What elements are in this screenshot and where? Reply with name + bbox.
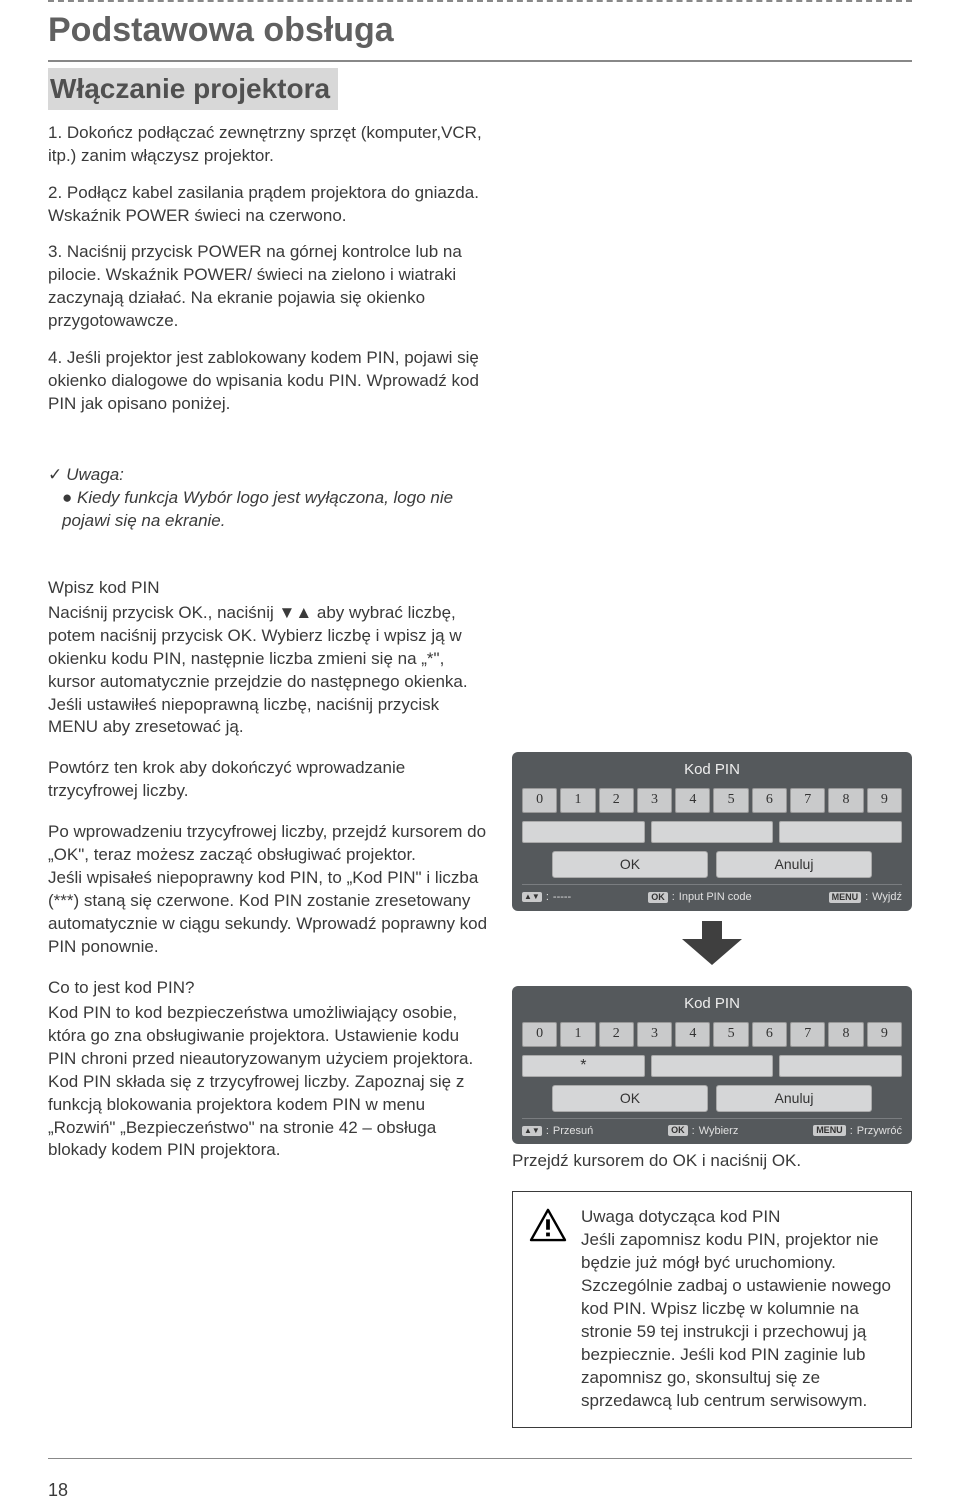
pin-title-2: Kod PIN <box>522 994 902 1014</box>
section-title: Włączanie projektora <box>48 68 338 110</box>
digit-5[interactable]: 5 <box>713 788 748 813</box>
note-block: Uwaga: Kiedy funkcja Wybór logo jest wył… <box>48 464 488 533</box>
hint-left-2: Przesuń <box>553 1124 593 1139</box>
menu-key-icon: MENU <box>829 892 862 903</box>
caption-after-arrow: Przejdź kursorem do OK i naciśnij OK. <box>512 1150 912 1173</box>
p1-body: Naciśnij przycisk OK., naciśnij ▼▲ aby w… <box>48 602 488 740</box>
hint-mid: Input PIN code <box>679 890 752 905</box>
ok-key-icon: OK <box>648 892 668 903</box>
cancel-button-2[interactable]: Anuluj <box>716 1085 872 1112</box>
p2-body: Powtórz ten krok aby dokończyć wprowadza… <box>48 757 488 803</box>
down-arrow-icon <box>512 921 912 972</box>
ok-button-2[interactable]: OK <box>552 1085 708 1112</box>
warning-icon <box>529 1208 567 1249</box>
p1-head: Wpisz kod PIN <box>48 577 488 600</box>
p3-body: Po wprowadzeniu trzycyfrowej liczby, prz… <box>48 821 488 959</box>
hint-right: Wyjdź <box>872 890 902 905</box>
pin-input-1b[interactable]: * <box>522 1055 645 1077</box>
pin-input-row-2: * <box>522 1055 902 1077</box>
digit-7[interactable]: 7 <box>790 788 825 813</box>
step-3: 3. Naciśnij przycisk POWER na górnej kon… <box>48 241 488 333</box>
warning-body: Jeśli zapomnisz kodu PIN, projektor nie … <box>581 1229 895 1413</box>
warning-title: Uwaga dotycząca kod PIN <box>581 1206 895 1229</box>
pin-input-row <box>522 821 902 843</box>
pin-input-2[interactable] <box>651 821 774 843</box>
note-head: Uwaga: <box>48 464 488 487</box>
hint-row-2: ▲▼ :Przesuń OK :Wybierz MENU :Przywróć <box>522 1118 902 1139</box>
step-2: 2. Podłącz kabel zasilania prądem projek… <box>48 182 488 228</box>
digit-2[interactable]: 2 <box>599 788 634 813</box>
note-body: Kiedy funkcja Wybór logo jest wyłączona,… <box>48 487 488 533</box>
digit-3[interactable]: 3 <box>637 788 672 813</box>
digit-row-2: 0 1 2 3 4 5 6 7 8 9 <box>522 1022 902 1047</box>
menu-key-icon: MENU <box>813 1125 846 1136</box>
digit-7[interactable]: 7 <box>790 1022 825 1047</box>
hint-left: ----- <box>553 890 571 905</box>
digit-3[interactable]: 3 <box>637 1022 672 1047</box>
p4-body: Kod PIN to kod bezpieczeństwa umożliwiaj… <box>48 1002 488 1163</box>
warning-box: Uwaga dotycząca kod PIN Jeśli zapomnisz … <box>512 1191 912 1427</box>
digit-9[interactable]: 9 <box>867 1022 902 1047</box>
digit-0[interactable]: 0 <box>522 1022 557 1047</box>
cancel-button[interactable]: Anuluj <box>716 851 872 878</box>
digit-4[interactable]: 4 <box>675 1022 710 1047</box>
p4-head: Co to jest kod PIN? <box>48 977 488 1000</box>
chapter-title: Podstawowa obsługa <box>48 8 912 54</box>
digit-0[interactable]: 0 <box>522 788 557 813</box>
hint-row-1: ▲▼ :----- OK :Input PIN code MENU :Wyjdź <box>522 884 902 905</box>
digit-5[interactable]: 5 <box>713 1022 748 1047</box>
digit-4[interactable]: 4 <box>675 788 710 813</box>
ok-button[interactable]: OK <box>552 851 708 878</box>
pin-input-3[interactable] <box>779 821 902 843</box>
digit-9[interactable]: 9 <box>867 788 902 813</box>
page-number: 18 <box>48 1478 68 1502</box>
digit-8[interactable]: 8 <box>828 788 863 813</box>
digit-6[interactable]: 6 <box>752 788 787 813</box>
pin-input-3b[interactable] <box>779 1055 902 1077</box>
pin-input-1[interactable] <box>522 821 645 843</box>
digit-1[interactable]: 1 <box>560 1022 595 1047</box>
ok-key-icon: OK <box>668 1125 688 1136</box>
digit-8[interactable]: 8 <box>828 1022 863 1047</box>
hint-mid-2: Wybierz <box>699 1124 739 1139</box>
pin-panel-2: Kod PIN 0 1 2 3 4 5 6 7 8 9 * <box>512 986 912 1145</box>
digit-1[interactable]: 1 <box>560 788 595 813</box>
step-4: 4. Jeśli projektor jest zablokowany kode… <box>48 347 488 416</box>
pin-title: Kod PIN <box>522 760 902 780</box>
arrows-icon: ▲▼ <box>522 1126 542 1136</box>
hint-right-2: Przywróć <box>857 1124 902 1139</box>
digit-row: 0 1 2 3 4 5 6 7 8 9 <box>522 788 902 813</box>
step-1: 1. Dokończ podłączać zewnętrzny sprzęt (… <box>48 122 488 168</box>
pin-panel-1: Kod PIN 0 1 2 3 4 5 6 7 8 9 <box>512 752 912 911</box>
arrows-icon: ▲▼ <box>522 892 542 902</box>
digit-6[interactable]: 6 <box>752 1022 787 1047</box>
digit-2[interactable]: 2 <box>599 1022 634 1047</box>
pin-input-2b[interactable] <box>651 1055 774 1077</box>
